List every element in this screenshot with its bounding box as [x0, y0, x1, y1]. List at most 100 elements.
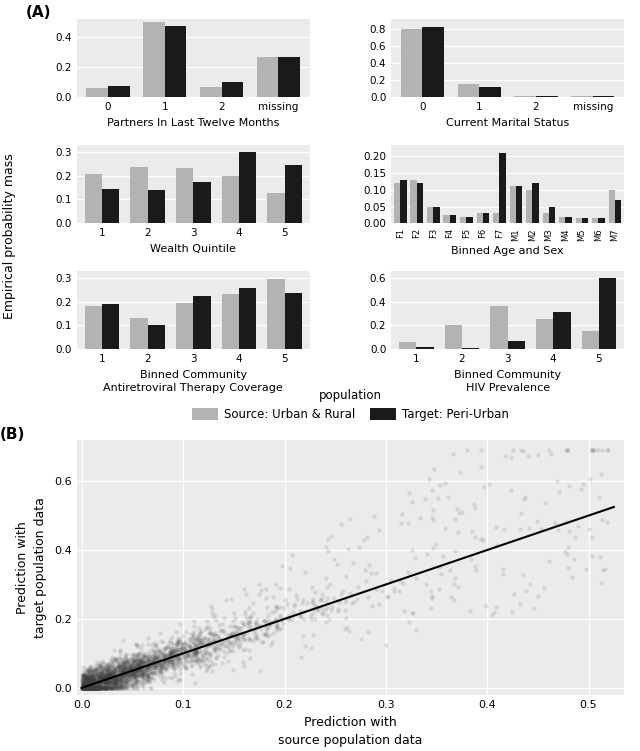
- Point: [182, 649, 193, 661]
- Point: [99, 678, 109, 690]
- Point: [166, 655, 176, 667]
- Point: [159, 647, 170, 659]
- Point: [148, 667, 158, 679]
- Point: [109, 668, 119, 680]
- Point: [115, 680, 125, 692]
- Point: [180, 647, 191, 659]
- Point: [141, 659, 152, 671]
- Point: [144, 658, 154, 670]
- Point: [141, 674, 152, 686]
- Point: [225, 593, 236, 605]
- Point: [278, 617, 288, 629]
- Point: [118, 656, 128, 668]
- Point: [235, 638, 245, 650]
- Point: [116, 669, 126, 681]
- Point: [138, 667, 148, 679]
- Point: [102, 665, 113, 677]
- Point: [204, 626, 214, 638]
- Point: [109, 682, 119, 694]
- Point: [172, 657, 182, 669]
- Point: [244, 620, 254, 632]
- Point: [466, 553, 476, 566]
- Bar: [499, 153, 506, 223]
- Point: [209, 635, 219, 647]
- Point: [79, 682, 89, 694]
- Point: [93, 670, 103, 682]
- Point: [105, 677, 115, 689]
- Point: [598, 564, 608, 576]
- Point: [139, 682, 149, 694]
- Point: [102, 665, 112, 677]
- Point: [87, 682, 97, 694]
- Point: [136, 677, 147, 689]
- Point: [109, 674, 119, 686]
- Point: [138, 658, 148, 670]
- Point: [233, 622, 243, 634]
- Point: [145, 653, 156, 665]
- Point: [344, 625, 355, 637]
- Point: [150, 664, 160, 676]
- Point: [524, 522, 534, 534]
- Point: [266, 639, 276, 651]
- Point: [192, 647, 202, 659]
- Point: [157, 655, 168, 667]
- Point: [116, 659, 126, 671]
- Point: [490, 521, 500, 533]
- Point: [275, 610, 285, 622]
- Point: [78, 674, 88, 686]
- Point: [194, 653, 204, 665]
- Point: [115, 679, 125, 691]
- Point: [142, 670, 152, 682]
- Point: [103, 682, 113, 694]
- Point: [264, 620, 274, 632]
- Point: [194, 623, 204, 635]
- Point: [101, 682, 111, 694]
- Point: [99, 676, 109, 688]
- Point: [154, 656, 164, 668]
- Point: [171, 657, 181, 669]
- Point: [90, 674, 100, 686]
- Point: [212, 630, 222, 642]
- Point: [323, 613, 333, 625]
- Point: [104, 661, 115, 673]
- Point: [132, 679, 143, 691]
- Point: [131, 662, 141, 674]
- X-axis label: Binned Community
Antiretroviral Therapy Coverage: Binned Community Antiretroviral Therapy …: [103, 369, 283, 393]
- Point: [159, 662, 169, 674]
- Point: [175, 638, 186, 650]
- Point: [97, 671, 108, 683]
- Point: [113, 677, 123, 689]
- Point: [86, 673, 96, 685]
- Point: [186, 651, 196, 663]
- Point: [211, 643, 221, 655]
- Point: [155, 659, 165, 671]
- Point: [88, 682, 98, 694]
- Point: [342, 621, 353, 633]
- Point: [84, 682, 94, 694]
- Point: [443, 491, 453, 503]
- Point: [173, 653, 184, 665]
- Point: [191, 656, 202, 668]
- Point: [87, 682, 97, 694]
- Point: [163, 647, 173, 659]
- Point: [434, 561, 444, 573]
- Point: [93, 676, 104, 688]
- Point: [267, 636, 277, 648]
- Point: [157, 644, 167, 656]
- Point: [117, 668, 127, 680]
- Point: [561, 515, 571, 527]
- Point: [119, 669, 129, 681]
- Point: [140, 655, 150, 667]
- Point: [99, 674, 109, 686]
- Point: [237, 627, 247, 639]
- Point: [166, 650, 176, 662]
- Point: [101, 682, 111, 694]
- Point: [205, 622, 216, 634]
- Point: [452, 581, 463, 593]
- Point: [108, 668, 118, 680]
- Point: [108, 668, 118, 680]
- Point: [138, 668, 148, 680]
- Point: [99, 681, 109, 693]
- Point: [89, 682, 99, 694]
- Point: [124, 662, 134, 674]
